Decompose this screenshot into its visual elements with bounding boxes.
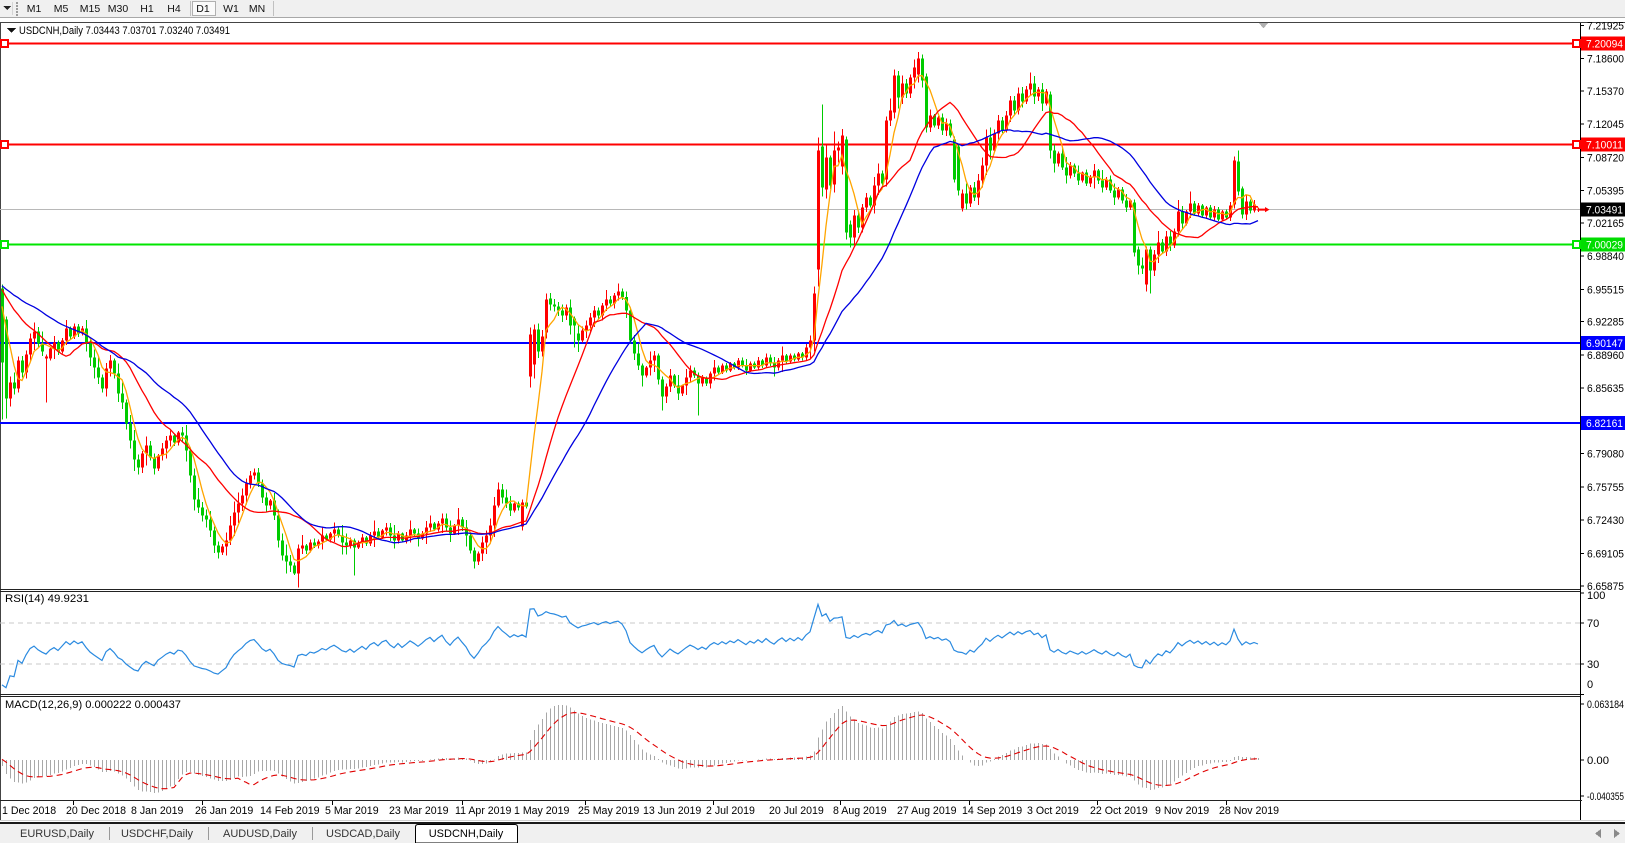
svg-text:MACD(12,26,9) 0.000222 0.00043: MACD(12,26,9) 0.000222 0.000437 bbox=[5, 699, 181, 711]
svg-text:M5: M5 bbox=[54, 3, 69, 15]
svg-text:11 Apr 2019: 11 Apr 2019 bbox=[455, 805, 511, 817]
svg-text:1 May 2019: 1 May 2019 bbox=[514, 805, 569, 817]
svg-text:20 Dec 2018: 20 Dec 2018 bbox=[66, 805, 126, 817]
svg-text:7.10011: 7.10011 bbox=[1586, 139, 1623, 151]
svg-text:6.88960: 6.88960 bbox=[1587, 350, 1624, 362]
svg-text:22 Oct 2019: 22 Oct 2019 bbox=[1090, 805, 1148, 817]
svg-text:H4: H4 bbox=[167, 3, 181, 15]
svg-text:6.65875: 6.65875 bbox=[1587, 581, 1624, 593]
svg-text:7.03491: 7.03491 bbox=[1586, 205, 1623, 217]
svg-text:EURUSD,Daily: EURUSD,Daily bbox=[20, 828, 94, 840]
svg-text:7.12045: 7.12045 bbox=[1587, 119, 1624, 131]
svg-text:25 May 2019: 25 May 2019 bbox=[578, 805, 639, 817]
svg-text:5 Mar 2019: 5 Mar 2019 bbox=[325, 805, 379, 817]
svg-text:7.05395: 7.05395 bbox=[1587, 186, 1624, 198]
svg-text:0.063184: 0.063184 bbox=[1587, 699, 1624, 711]
svg-text:6.95515: 6.95515 bbox=[1587, 284, 1624, 296]
svg-text:RSI(14) 49.9231: RSI(14) 49.9231 bbox=[5, 593, 89, 605]
svg-text:0: 0 bbox=[1587, 679, 1593, 691]
svg-text:30: 30 bbox=[1587, 659, 1599, 671]
svg-text:6.90147: 6.90147 bbox=[1586, 338, 1623, 350]
svg-text:70: 70 bbox=[1587, 618, 1599, 630]
svg-text:D1: D1 bbox=[196, 3, 210, 15]
svg-text:M30: M30 bbox=[108, 3, 129, 15]
svg-text:MN: MN bbox=[249, 3, 265, 15]
svg-text:7.02165: 7.02165 bbox=[1587, 218, 1624, 230]
svg-text:20 Jul 2019: 20 Jul 2019 bbox=[769, 805, 824, 817]
svg-text:0.00: 0.00 bbox=[1587, 755, 1609, 767]
svg-text:6.69105: 6.69105 bbox=[1587, 549, 1624, 561]
svg-text:26 Jan 2019: 26 Jan 2019 bbox=[195, 805, 253, 817]
svg-text:W1: W1 bbox=[223, 3, 239, 15]
svg-text:6.92285: 6.92285 bbox=[1587, 317, 1624, 329]
svg-text:6.79080: 6.79080 bbox=[1587, 449, 1624, 461]
svg-text:2 Jul 2019: 2 Jul 2019 bbox=[706, 805, 755, 817]
svg-text:100: 100 bbox=[1587, 590, 1605, 602]
svg-text:USDCAD,Daily: USDCAD,Daily bbox=[326, 828, 400, 840]
svg-text:7.21925: 7.21925 bbox=[1587, 20, 1624, 32]
svg-text:6.82161: 6.82161 bbox=[1586, 418, 1623, 430]
svg-text:7.08720: 7.08720 bbox=[1587, 152, 1624, 164]
svg-text:M15: M15 bbox=[80, 3, 101, 15]
svg-text:7.18600: 7.18600 bbox=[1587, 54, 1624, 66]
svg-text:14 Feb 2019: 14 Feb 2019 bbox=[260, 805, 320, 817]
svg-text:6.72430: 6.72430 bbox=[1587, 515, 1624, 527]
svg-text:AUDUSD,Daily: AUDUSD,Daily bbox=[223, 828, 297, 840]
svg-text:6.85635: 6.85635 bbox=[1587, 383, 1624, 395]
svg-text:9 Nov 2019: 9 Nov 2019 bbox=[1155, 805, 1209, 817]
svg-text:14 Sep 2019: 14 Sep 2019 bbox=[962, 805, 1022, 817]
svg-text:M1: M1 bbox=[27, 3, 42, 15]
svg-text:23 Mar 2019: 23 Mar 2019 bbox=[389, 805, 449, 817]
svg-text:H1: H1 bbox=[140, 3, 154, 15]
svg-text:USDCNH,Daily 7.03443 7.03701: USDCNH,Daily 7.03443 7.03701 7.03240 7.0… bbox=[19, 25, 230, 37]
svg-text:8 Jan 2019: 8 Jan 2019 bbox=[131, 805, 184, 817]
svg-text:13 Jun 2019: 13 Jun 2019 bbox=[643, 805, 701, 817]
svg-text:1 Dec 2018: 1 Dec 2018 bbox=[2, 805, 56, 817]
svg-text:6.98840: 6.98840 bbox=[1587, 251, 1624, 263]
svg-text:7.00029: 7.00029 bbox=[1586, 239, 1623, 251]
svg-text:USDCHF,Daily: USDCHF,Daily bbox=[121, 828, 194, 840]
svg-text:28 Nov 2019: 28 Nov 2019 bbox=[1219, 805, 1279, 817]
svg-text:6.75755: 6.75755 bbox=[1587, 482, 1624, 494]
svg-text:7.20094: 7.20094 bbox=[1586, 39, 1623, 51]
svg-text:8 Aug 2019: 8 Aug 2019 bbox=[833, 805, 887, 817]
svg-text:27 Aug 2019: 27 Aug 2019 bbox=[897, 805, 957, 817]
svg-text:3 Oct 2019: 3 Oct 2019 bbox=[1027, 805, 1079, 817]
svg-text:7.15370: 7.15370 bbox=[1587, 86, 1624, 98]
svg-text:USDCNH,Daily: USDCNH,Daily bbox=[429, 828, 504, 840]
svg-text:-0.040355: -0.040355 bbox=[1587, 791, 1624, 803]
